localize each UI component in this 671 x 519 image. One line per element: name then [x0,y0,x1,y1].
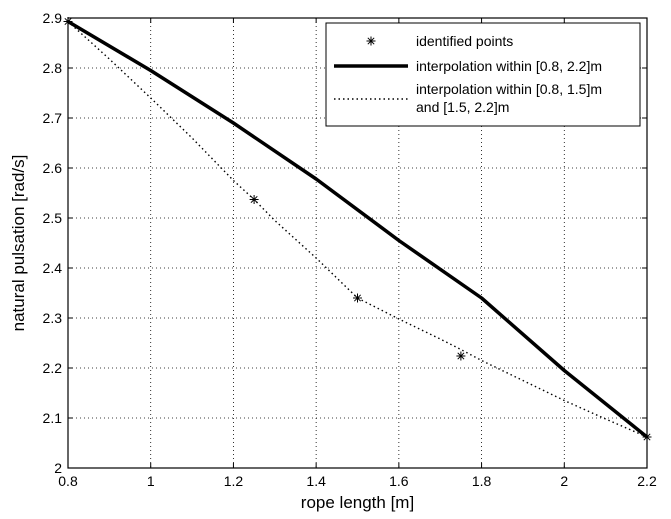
x-tick-label: 1.6 [389,473,409,489]
asterisk-stroke [457,352,465,360]
legend-label: interpolation within [0.8, 2.2]m [416,58,602,74]
x-tick-label: 1.4 [306,473,326,489]
y-tick-label: 2 [54,460,62,476]
legend-marker-asterisk [366,36,376,46]
legend-label: identified points [416,33,513,49]
asterisk-stroke [367,37,375,45]
asterisk-stroke [353,294,362,302]
legend-label: and [1.5, 2.2]m [416,99,509,115]
x-tick-label: 2 [560,473,568,489]
y-axis-title: natural pulsation [rad/s] [9,155,28,332]
y-tick-label: 2.2 [43,360,63,376]
grid [68,18,647,468]
y-tick-label: 2.8 [43,60,63,76]
x-tick-label: 1.8 [472,473,492,489]
plot-frame [67,17,648,469]
x-tick-label: 1 [147,473,155,489]
y-tick-label: 2.4 [43,260,63,276]
identified-point-marker [456,351,466,361]
ticks: 0.8 1 1.2 1.4 1.6 1.8 2 2.2 2 2.1 2.2 2.3 2.4 2.5 2.6 2… [43,10,657,489]
y-tick-label: 2.5 [43,210,63,226]
y-tick-label: 2.7 [43,110,63,126]
y-tick-label: 2.6 [43,160,63,176]
x-tick-label: 1.2 [224,473,244,489]
y-tick-label: 2.1 [43,410,63,426]
legend-label: interpolation within [0.8, 1.5]m [416,81,602,97]
x-tick-label: 0.8 [58,473,78,489]
legend-box [325,22,641,127]
legend: identified points interpolation within [0… [325,22,641,127]
x-tick-label: 2.2 [637,473,657,489]
x-axis-title: rope length [m] [301,493,414,512]
y-tick-label: 2.9 [43,10,63,26]
y-tick-label: 2.3 [43,310,63,326]
asterisk-stroke [250,195,258,204]
identified-point-marker [249,195,259,204]
identified-point-marker [353,293,362,303]
solid-interpolation-line [67,19,649,439]
